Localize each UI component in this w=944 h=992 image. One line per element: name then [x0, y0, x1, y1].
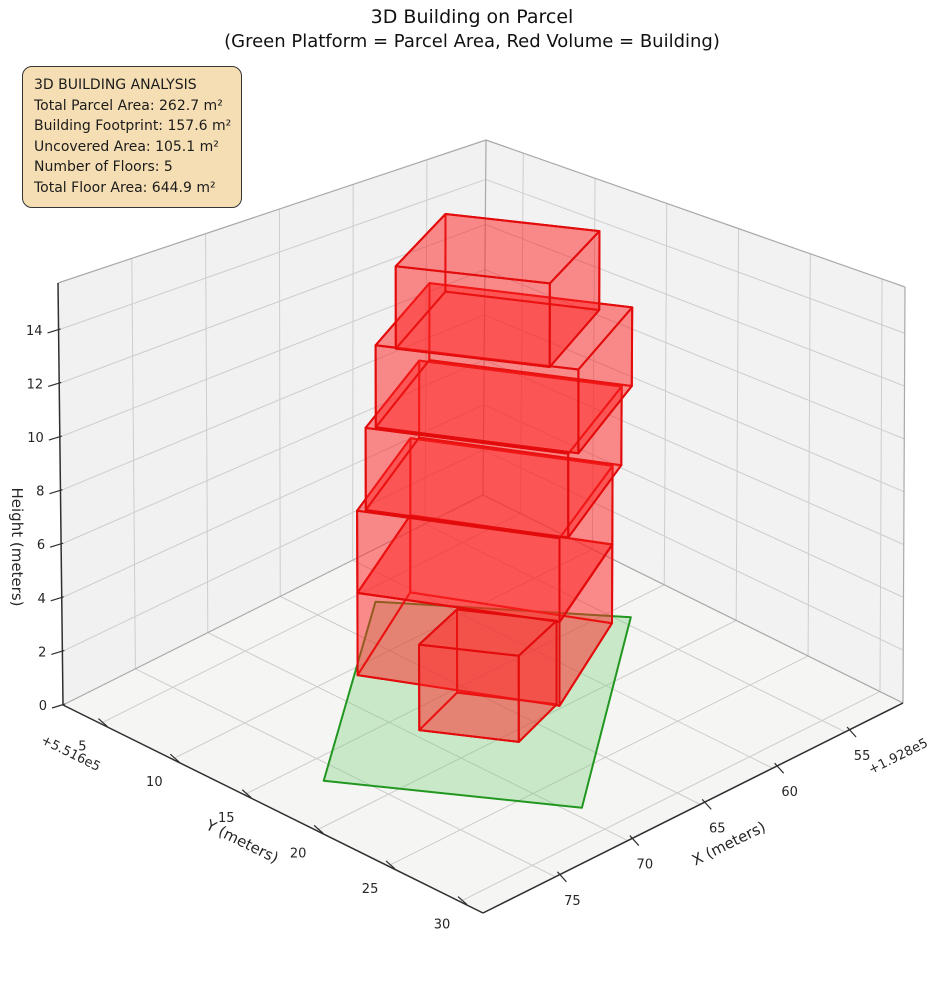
- svg-text:0: 0: [39, 699, 47, 714]
- chart-title: 3D Building on Parcel: [370, 6, 574, 28]
- info-box-line: Total Parcel Area: 262.7 m²: [34, 97, 223, 114]
- svg-text:8: 8: [36, 485, 44, 500]
- building-floor-5: [394, 213, 601, 368]
- svg-text:6: 6: [37, 538, 45, 553]
- tick-labels: 5 10 15 20 25 30 75 70 65 60 55 0 2 4 6 8 10 12 14: [26, 324, 870, 933]
- svg-text:60: 60: [781, 785, 798, 800]
- x-axis-label: X (meters): [689, 818, 768, 870]
- chart-titles: 3D Building on Parcel (Green Platform = …: [0, 6, 944, 52]
- info-box-line: Number of Floors: 5: [34, 159, 173, 175]
- building-floor-2: [356, 437, 614, 623]
- svg-text:65: 65: [709, 821, 726, 836]
- svg-text:10: 10: [27, 431, 44, 446]
- analysis-info-box: 3D BUILDING ANALYSIS Total Parcel Area: …: [22, 66, 242, 208]
- parcel-platform: [322, 600, 632, 809]
- svg-text:20: 20: [290, 846, 307, 861]
- svg-text:5: 5: [78, 740, 86, 755]
- grid-lines: [58, 153, 905, 903]
- svg-text:2: 2: [38, 645, 46, 660]
- axis-spines: [57, 282, 904, 914]
- svg-text:10: 10: [146, 775, 163, 790]
- svg-text:15: 15: [218, 811, 235, 826]
- info-box-line: Uncovered Area: 105.1 m²: [34, 138, 219, 155]
- y-axis-offset-text: +5.516e5: [38, 733, 102, 775]
- y-axis-label: Y (meters): [202, 816, 281, 868]
- svg-text:70: 70: [637, 858, 654, 873]
- svg-text:75: 75: [564, 894, 581, 909]
- svg-text:55: 55: [854, 749, 871, 764]
- x-axis-offset-text: +1.928e5: [866, 736, 930, 778]
- building-volume: [356, 213, 634, 743]
- info-box-title: 3D BUILDING ANALYSIS: [34, 77, 197, 93]
- tick-marks: [47, 328, 857, 906]
- building-floor-4: [374, 282, 634, 455]
- svg-text:30: 30: [434, 918, 451, 933]
- info-box-line: Total Floor Area: 644.9 m²: [34, 179, 216, 196]
- svg-text:14: 14: [26, 324, 43, 339]
- chart-subtitle: (Green Platform = Parcel Area, Red Volum…: [224, 31, 720, 52]
- svg-text:25: 25: [362, 882, 379, 897]
- pane-edges: [57, 139, 906, 706]
- building-entrance: [418, 608, 558, 743]
- svg-text:12: 12: [27, 377, 44, 392]
- svg-text:4: 4: [37, 592, 45, 607]
- z-axis-label: Height (meters): [8, 488, 26, 607]
- info-box-line: Building Footprint: 157.6 m²: [34, 118, 232, 134]
